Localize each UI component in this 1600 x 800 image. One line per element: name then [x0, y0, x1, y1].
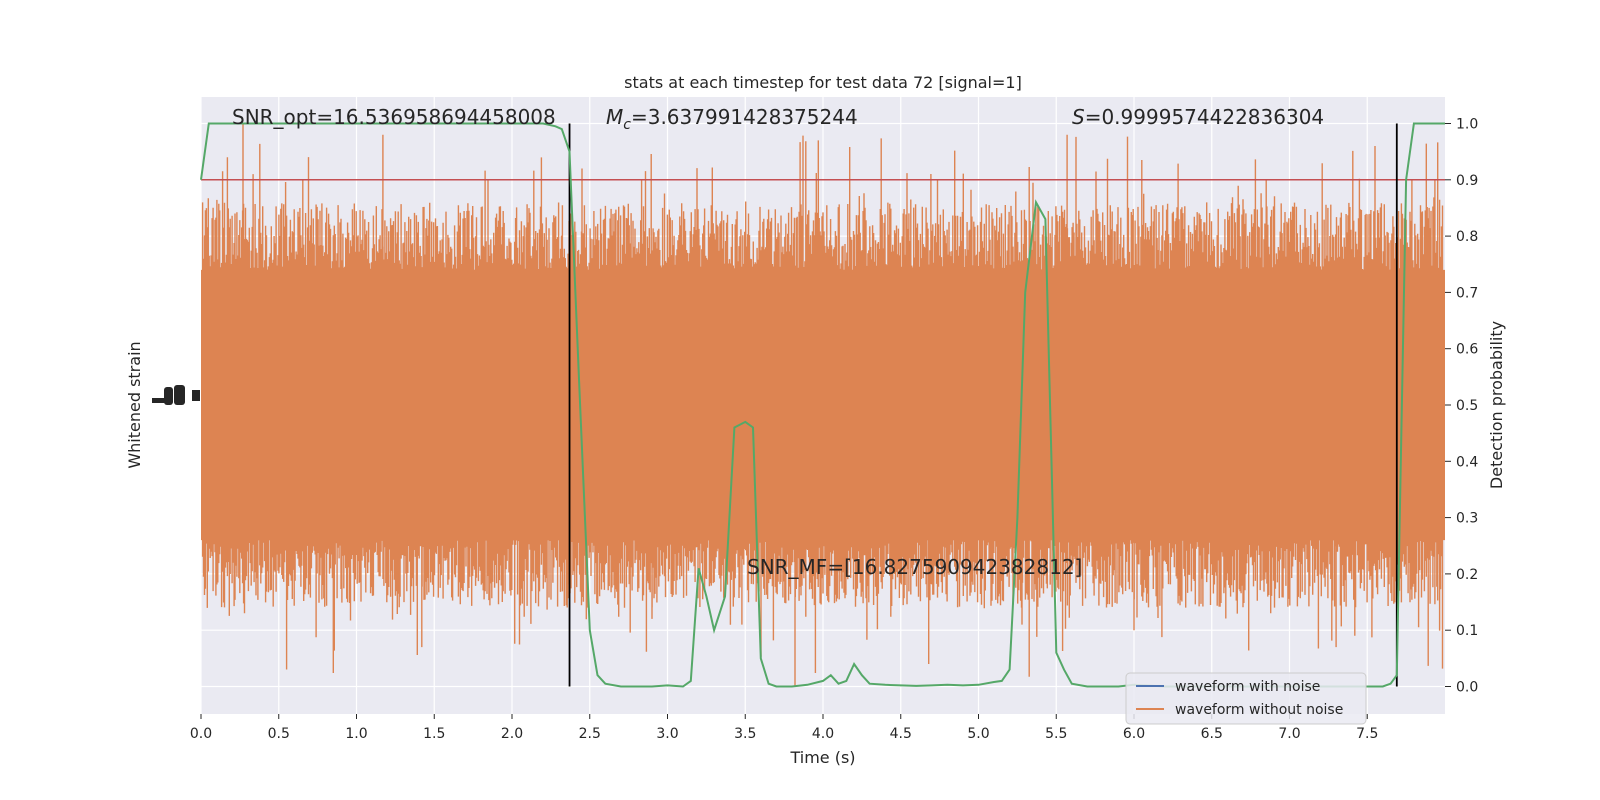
waveform-without-noise-line [201, 123, 1444, 687]
legend-label-without-noise: waveform without noise [1175, 702, 1343, 718]
x-tick-label: 5.5 [1045, 726, 1067, 742]
x-tick-label: 6.0 [1123, 726, 1145, 742]
x-tick-label: 4.5 [890, 726, 912, 742]
left-tick-mark [164, 387, 173, 405]
x-tick-label: 6.5 [1201, 726, 1223, 742]
x-tick-label: 4.0 [812, 726, 834, 742]
chirp-mass-symbol: M [606, 105, 623, 129]
right-tick-label: 0.7 [1456, 285, 1478, 301]
score-symbol: S [1072, 105, 1085, 129]
left-axis-label: Whitened strain [125, 341, 144, 468]
right-tick-label: 1.0 [1456, 117, 1478, 133]
chirp-mass-value: =3.637991428375244 [631, 105, 858, 129]
right-tick-label: 0.9 [1456, 173, 1478, 189]
right-axis-label: Detection probability [1487, 321, 1506, 489]
chirp-mass-subscript: c [623, 117, 631, 133]
right-tick-label: 0.5 [1456, 398, 1478, 414]
detection-probability-line [200, 122, 1445, 688]
x-axis-label: Time (s) [789, 748, 855, 767]
right-axis-ticks: 0.0 0.1 0.2 0.3 0.4 0.5 0.6 0.7 0.8 0.9 1.0 [1445, 117, 1478, 696]
right-tick-label: 0.1 [1456, 623, 1478, 639]
x-tick-label: 0.5 [268, 726, 290, 742]
legend-box [1125, 672, 1367, 725]
chart-title: stats at each timestep for test data 72 … [624, 73, 1022, 92]
legend-label-with-noise: waveform with noise [1175, 679, 1320, 695]
x-tick-label: 5.0 [967, 726, 989, 742]
snr-mf-annotation: SNR_MF=[16.827590942382812] [747, 555, 1082, 579]
noise-band [201, 123, 1445, 687]
right-tick-label: 0.3 [1456, 511, 1478, 527]
x-tick-label: 2.5 [579, 726, 601, 742]
x-tick-label: 1.0 [345, 726, 367, 742]
probability-series [200, 122, 1445, 688]
snr-opt-annotation: SNR_opt=16.536958694458008 [232, 105, 556, 129]
chirp-mass-annotation: Mc=3.637991428375244 [606, 105, 858, 133]
score-value: =0.9999574422836304 [1085, 105, 1324, 129]
event-lines [568, 123, 1398, 687]
legend: waveform with noise waveform without noi… [1125, 672, 1367, 725]
left-axis-clutter [152, 385, 200, 405]
x-axis-ticks: 0.0 0.5 1.0 1.5 2.0 2.5 3.0 3.5 4.0 4.5 5.0 5.5 6.0 6… [190, 714, 1378, 742]
x-tick-label: 1.5 [423, 726, 445, 742]
right-tick-label: 0.6 [1456, 342, 1478, 358]
x-tick-label: 0.0 [190, 726, 212, 742]
x-tick-label: 7.5 [1356, 726, 1378, 742]
x-tick-label: 3.5 [734, 726, 756, 742]
score-annotation: S=0.9999574422836304 [1072, 105, 1324, 129]
right-tick-label: 0.4 [1456, 454, 1478, 470]
x-tick-label: 7.0 [1278, 726, 1300, 742]
x-tick-label: 2.0 [501, 726, 523, 742]
left-tick-mark [174, 385, 185, 405]
left-tick-mark [152, 398, 166, 403]
left-tick-mark [192, 390, 200, 401]
x-tick-label: 3.0 [656, 726, 678, 742]
right-tick-label: 0.0 [1456, 680, 1478, 696]
right-tick-label: 0.8 [1456, 229, 1478, 245]
right-tick-label: 0.2 [1456, 567, 1478, 583]
